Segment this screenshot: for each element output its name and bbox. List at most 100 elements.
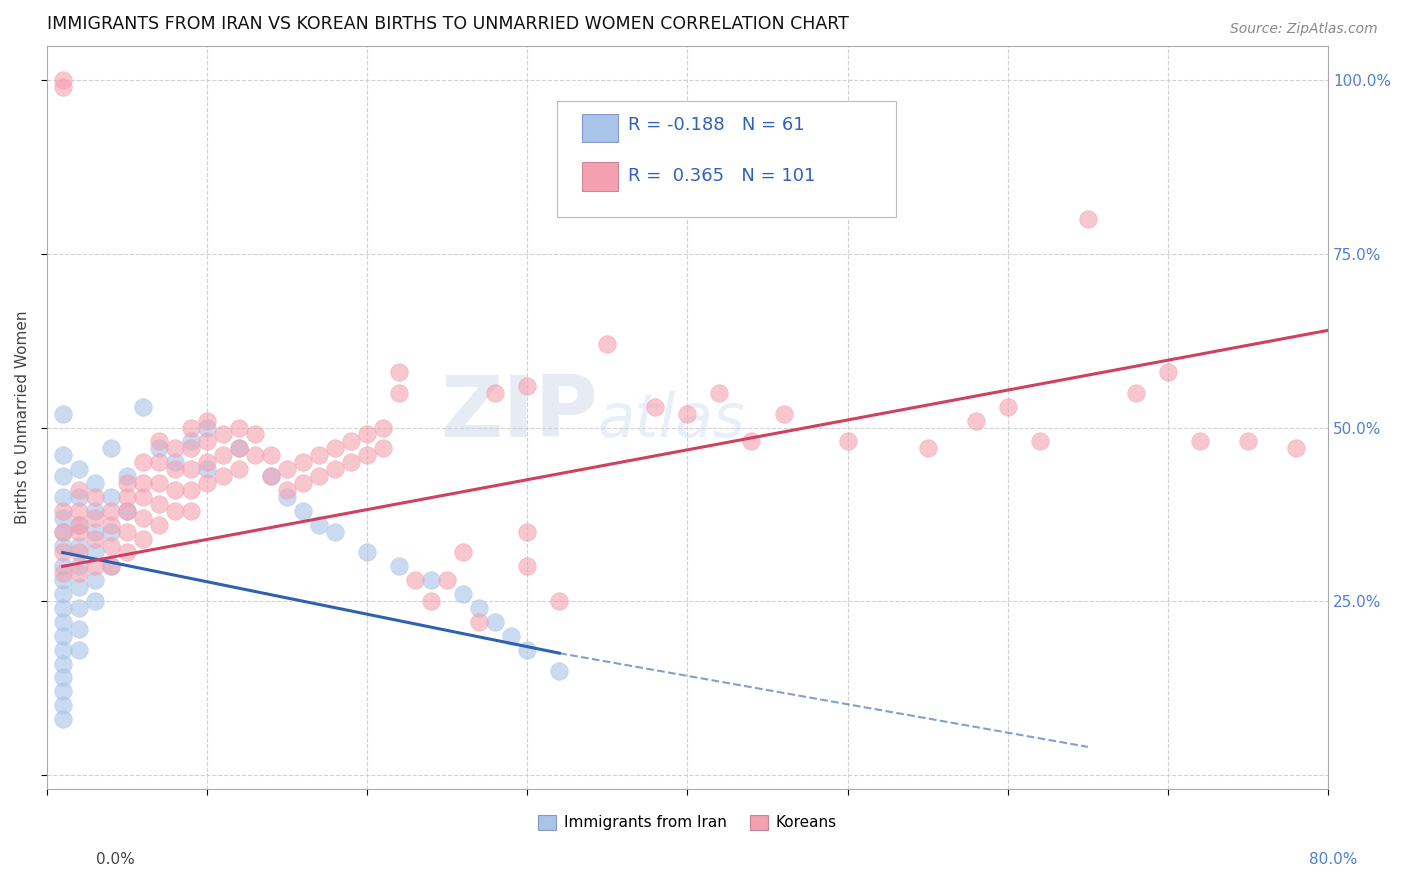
Point bbox=[212, 469, 235, 483]
Point bbox=[115, 476, 138, 491]
Point bbox=[484, 615, 506, 629]
Point bbox=[67, 559, 90, 574]
Point bbox=[709, 385, 731, 400]
Point bbox=[740, 434, 762, 449]
Point bbox=[67, 517, 90, 532]
Point bbox=[596, 337, 619, 351]
Point bbox=[1077, 212, 1099, 227]
Point bbox=[1029, 434, 1052, 449]
Point bbox=[388, 365, 411, 379]
Point bbox=[291, 504, 314, 518]
Point bbox=[917, 442, 939, 456]
Point bbox=[371, 420, 394, 434]
FancyBboxPatch shape bbox=[557, 102, 896, 217]
Text: R = -0.188   N = 61: R = -0.188 N = 61 bbox=[628, 116, 806, 134]
Point bbox=[148, 476, 170, 491]
Point bbox=[132, 510, 155, 524]
Point bbox=[228, 442, 250, 456]
Point bbox=[83, 524, 105, 539]
Point bbox=[52, 510, 75, 524]
Point bbox=[67, 642, 90, 657]
Point bbox=[52, 657, 75, 671]
Text: R =  0.365   N = 101: R = 0.365 N = 101 bbox=[628, 167, 815, 185]
Point bbox=[260, 469, 283, 483]
Point bbox=[100, 517, 122, 532]
Point bbox=[100, 559, 122, 574]
Point bbox=[837, 434, 859, 449]
Point bbox=[100, 559, 122, 574]
Point bbox=[308, 448, 330, 462]
Point bbox=[52, 407, 75, 421]
Point bbox=[83, 490, 105, 504]
Point bbox=[451, 587, 474, 601]
Point bbox=[52, 490, 75, 504]
Point bbox=[67, 517, 90, 532]
Point bbox=[195, 413, 218, 427]
Point bbox=[52, 670, 75, 684]
Point bbox=[323, 462, 346, 476]
Point bbox=[501, 629, 523, 643]
Point bbox=[148, 455, 170, 469]
Point bbox=[356, 545, 378, 559]
Point bbox=[195, 434, 218, 449]
Point bbox=[52, 712, 75, 726]
Point bbox=[308, 517, 330, 532]
Point bbox=[67, 462, 90, 476]
Text: Source: ZipAtlas.com: Source: ZipAtlas.com bbox=[1230, 22, 1378, 37]
Point bbox=[276, 483, 298, 497]
Point bbox=[228, 442, 250, 456]
Point bbox=[52, 545, 75, 559]
Point bbox=[548, 664, 571, 678]
Point bbox=[100, 442, 122, 456]
Point bbox=[52, 448, 75, 462]
Point bbox=[52, 698, 75, 713]
Point bbox=[195, 455, 218, 469]
Point bbox=[291, 476, 314, 491]
Point bbox=[115, 504, 138, 518]
Point bbox=[52, 559, 75, 574]
Point bbox=[132, 490, 155, 504]
Point bbox=[1125, 385, 1147, 400]
Point bbox=[163, 483, 186, 497]
Point bbox=[115, 469, 138, 483]
Point bbox=[83, 510, 105, 524]
Point bbox=[115, 524, 138, 539]
Point bbox=[52, 566, 75, 581]
Legend: Immigrants from Iran, Koreans: Immigrants from Iran, Koreans bbox=[531, 808, 844, 837]
Point bbox=[1237, 434, 1260, 449]
Point bbox=[180, 483, 202, 497]
Point bbox=[356, 427, 378, 442]
Point bbox=[67, 490, 90, 504]
Point bbox=[67, 566, 90, 581]
Point bbox=[276, 462, 298, 476]
Point bbox=[52, 601, 75, 615]
Point bbox=[83, 574, 105, 588]
Point bbox=[548, 594, 571, 608]
Point bbox=[516, 379, 538, 393]
Point bbox=[67, 580, 90, 594]
Point bbox=[83, 559, 105, 574]
Text: IMMIGRANTS FROM IRAN VS KOREAN BIRTHS TO UNMARRIED WOMEN CORRELATION CHART: IMMIGRANTS FROM IRAN VS KOREAN BIRTHS TO… bbox=[46, 15, 849, 33]
Point bbox=[195, 462, 218, 476]
Point bbox=[451, 545, 474, 559]
Point bbox=[52, 539, 75, 553]
Point bbox=[67, 483, 90, 497]
Point bbox=[468, 601, 491, 615]
Point bbox=[67, 539, 90, 553]
Point bbox=[516, 524, 538, 539]
Point bbox=[997, 400, 1019, 414]
Point bbox=[163, 462, 186, 476]
Point bbox=[1188, 434, 1211, 449]
Point bbox=[243, 448, 266, 462]
Point bbox=[340, 455, 363, 469]
Point bbox=[308, 469, 330, 483]
FancyBboxPatch shape bbox=[582, 114, 619, 142]
Point bbox=[83, 504, 105, 518]
Point bbox=[52, 73, 75, 87]
Point bbox=[676, 407, 699, 421]
Point bbox=[163, 455, 186, 469]
Point bbox=[100, 539, 122, 553]
Text: 80.0%: 80.0% bbox=[1309, 852, 1357, 867]
Point bbox=[644, 400, 666, 414]
Point bbox=[132, 400, 155, 414]
